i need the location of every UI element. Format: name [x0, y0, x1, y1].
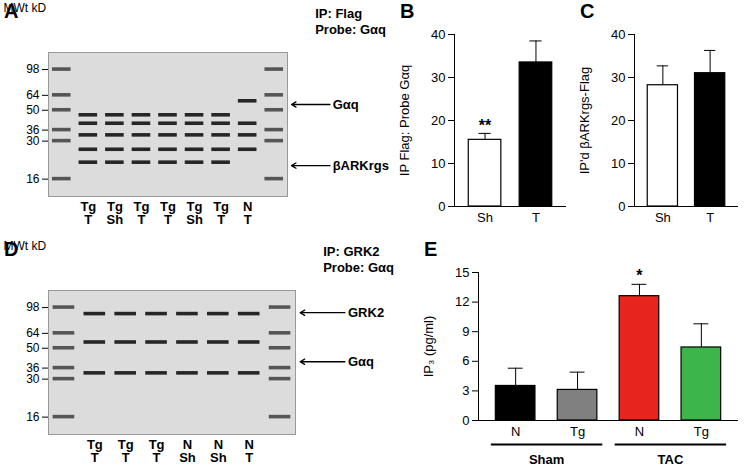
svg-text:T: T — [532, 210, 540, 225]
svg-text:6: 6 — [462, 353, 469, 368]
svg-text:30: 30 — [26, 134, 40, 148]
svg-text:NT: NT — [244, 437, 253, 465]
svg-text:50: 50 — [26, 103, 40, 117]
svg-text:GRK2: GRK2 — [348, 305, 384, 320]
svg-text:20: 20 — [611, 113, 625, 128]
svg-text:TgT: TgT — [213, 199, 229, 227]
svg-text:10: 10 — [431, 156, 445, 171]
svg-text:9: 9 — [462, 324, 469, 339]
svg-text:98: 98 — [26, 300, 40, 314]
svg-text:TgT: TgT — [87, 437, 103, 465]
svg-text:16: 16 — [26, 172, 40, 186]
svg-text:NT: NT — [243, 199, 252, 227]
svg-text:Sh: Sh — [477, 210, 493, 225]
svg-text:64: 64 — [26, 326, 40, 340]
svg-text:Sham: Sham — [529, 452, 564, 467]
svg-text:12: 12 — [455, 294, 469, 309]
svg-text:Gαq: Gαq — [333, 97, 359, 112]
svg-text:TAC: TAC — [658, 452, 684, 467]
svg-text:30: 30 — [26, 372, 40, 386]
svg-text:16: 16 — [26, 410, 40, 424]
svg-text:TgT: TgT — [118, 437, 134, 465]
svg-text:TgSh: TgSh — [186, 199, 203, 227]
svg-text:**: ** — [479, 117, 492, 134]
svg-text:NSh: NSh — [210, 437, 227, 465]
svg-text:IP₃ (pg/ml): IP₃ (pg/ml) — [421, 316, 436, 378]
svg-text:40: 40 — [431, 27, 445, 42]
svg-text:Gαq: Gαq — [348, 354, 374, 369]
svg-text:TgSh: TgSh — [107, 199, 124, 227]
svg-text:T: T — [706, 210, 714, 225]
svg-text:15: 15 — [455, 265, 469, 280]
svg-text:*: * — [636, 267, 643, 284]
svg-text:TgT: TgT — [160, 199, 176, 227]
svg-text:TgT: TgT — [133, 199, 149, 227]
svg-text:0: 0 — [438, 199, 445, 214]
svg-text:3: 3 — [462, 383, 469, 398]
svg-text:30: 30 — [611, 70, 625, 85]
svg-text:IP'd βARKrgs-Flag: IP'd βARKrgs-Flag — [577, 67, 592, 175]
svg-text:20: 20 — [431, 113, 445, 128]
svg-text:N: N — [635, 424, 644, 439]
svg-text:40: 40 — [611, 27, 625, 42]
svg-text:TgT: TgT — [149, 437, 165, 465]
svg-text:50: 50 — [26, 341, 40, 355]
svg-text:βARKrgs: βARKrgs — [333, 158, 389, 173]
svg-text:NSh: NSh — [179, 437, 196, 465]
svg-text:64: 64 — [26, 88, 40, 102]
svg-text:30: 30 — [431, 70, 445, 85]
svg-text:Sh: Sh — [655, 210, 671, 225]
svg-text:N: N — [511, 424, 520, 439]
svg-text:0: 0 — [618, 199, 625, 214]
svg-text:98: 98 — [26, 62, 40, 76]
svg-text:Tg: Tg — [694, 424, 709, 439]
svg-text:10: 10 — [611, 156, 625, 171]
svg-text:0: 0 — [462, 413, 469, 428]
svg-text:Tg: Tg — [570, 424, 585, 439]
svg-text:IP Flag: Probe Gαq: IP Flag: Probe Gαq — [397, 65, 412, 176]
svg-text:TgT: TgT — [80, 199, 96, 227]
